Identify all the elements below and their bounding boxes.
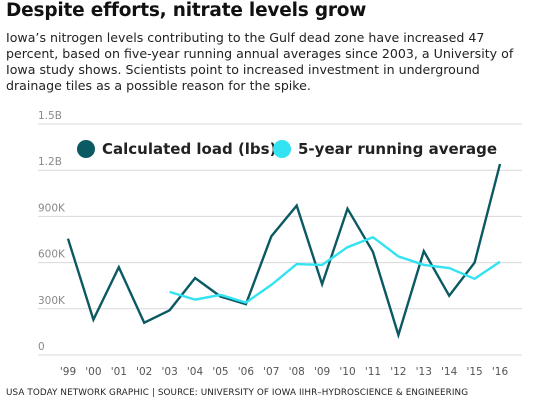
x-tick-label: '09 bbox=[314, 366, 330, 378]
series-lines bbox=[66, 163, 502, 340]
grid-lines bbox=[38, 123, 522, 356]
y-tick-label: 1.5B bbox=[38, 110, 62, 122]
series-line-running-average bbox=[169, 235, 501, 304]
x-tick-label: '07 bbox=[263, 366, 279, 378]
x-tick-label: '03 bbox=[162, 366, 178, 378]
series-line-calculated-load bbox=[66, 163, 502, 340]
legend-item-running-average: 5-year running average bbox=[298, 140, 497, 158]
y-tick-label: 300K bbox=[38, 295, 66, 307]
legend-item-calculated-load: Calculated load (lbs) bbox=[102, 140, 276, 158]
x-tick-label: '04 bbox=[187, 366, 204, 378]
x-tick-label: '00 bbox=[85, 366, 101, 378]
source-credit: USA TODAY NETWORK GRAPHIC | SOURCE: UNIV… bbox=[6, 388, 469, 398]
x-tick-label: '11 bbox=[365, 366, 381, 378]
y-tick-label: 900K bbox=[38, 202, 66, 214]
x-tick-label: '08 bbox=[289, 366, 305, 378]
x-tick-label: '13 bbox=[416, 366, 432, 378]
x-tick-label: '06 bbox=[238, 366, 255, 378]
x-axis-ticks: '99 '00 '01 '02 '03 '04 '05 '06 '07 '08 '09 '10 '11 '… bbox=[60, 366, 509, 378]
chart-description: Iowa’s nitrogen levels contributing to t… bbox=[6, 30, 514, 93]
x-tick-label: '10 bbox=[339, 366, 355, 378]
legend: Calculated load (lbs) 5-year running aver… bbox=[77, 140, 497, 158]
page-title: Despite efforts, nitrate levels grow bbox=[6, 0, 367, 21]
x-tick-label: '12 bbox=[390, 366, 406, 378]
legend-swatch bbox=[77, 140, 95, 158]
y-axis-ticks: 0 300K 600K 900K 1.2B 1.5B bbox=[38, 110, 66, 353]
y-tick-label: 600K bbox=[38, 249, 66, 261]
x-tick-label: '02 bbox=[136, 366, 152, 378]
x-tick-label: '14 bbox=[441, 366, 458, 378]
x-tick-label: '15 bbox=[466, 366, 482, 378]
x-tick-label: '16 bbox=[492, 366, 509, 378]
x-tick-label: '01 bbox=[111, 366, 127, 378]
x-tick-label: '05 bbox=[212, 366, 228, 378]
legend-swatch bbox=[273, 140, 291, 158]
y-tick-label: 0 bbox=[38, 341, 45, 353]
y-tick-label: 1.2B bbox=[38, 156, 62, 168]
x-tick-label: '99 bbox=[60, 366, 76, 378]
